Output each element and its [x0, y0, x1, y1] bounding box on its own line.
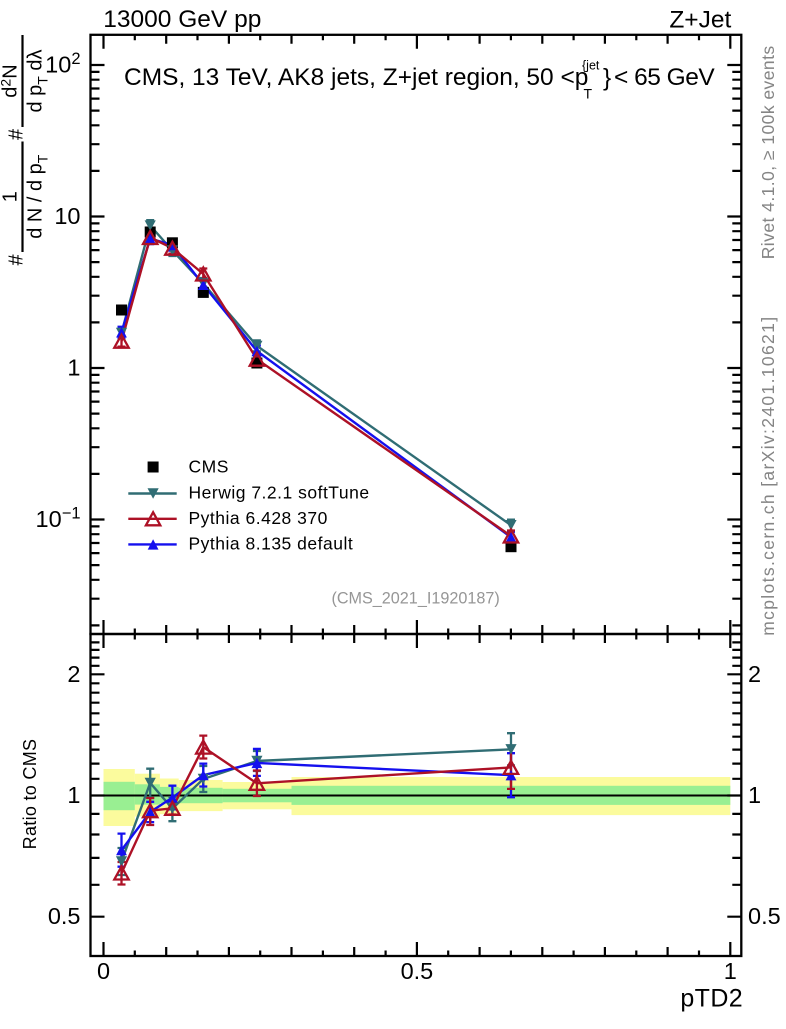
svg-text:102: 102: [45, 50, 80, 78]
svg-text:0.5: 0.5: [48, 903, 81, 929]
svg-text:(CMS_2021_I1920187): (CMS_2021_I1920187): [331, 589, 499, 607]
svg-text:0.5: 0.5: [748, 903, 781, 929]
svg-text:CMS: CMS: [189, 457, 229, 477]
svg-text:pTD2: pTD2: [680, 984, 743, 1012]
svg-text:0.5: 0.5: [401, 958, 434, 984]
svg-text:1: 1: [724, 958, 737, 984]
svg-text:Z+Jet: Z+Jet: [669, 7, 731, 34]
svg-text:1: 1: [67, 355, 80, 381]
svg-text:10−1: 10−1: [36, 505, 81, 533]
svg-text:d N / d pT: d N / d pT: [25, 154, 51, 239]
svg-text:Pythia 6.428 370: Pythia 6.428 370: [189, 508, 328, 528]
svg-text:#: #: [6, 254, 28, 266]
svg-text:1: 1: [0, 191, 22, 202]
svg-text:10: 10: [54, 203, 80, 229]
svg-text:CMS, 13 TeV, AK8 jets, Z+jet r: CMS, 13 TeV, AK8 jets, Z+jet region, 50 …: [124, 59, 715, 102]
svg-text:Herwig 7.2.1 softTune: Herwig 7.2.1 softTune: [189, 482, 370, 502]
svg-text:0: 0: [97, 958, 110, 984]
svg-text:#: #: [6, 128, 28, 140]
svg-text:Ratio to CMS: Ratio to CMS: [20, 739, 40, 850]
svg-text:Pythia 8.135 default: Pythia 8.135 default: [189, 534, 354, 554]
svg-text:Rivet 4.1.0, ≥ 100k events: Rivet 4.1.0, ≥ 100k events: [758, 45, 778, 259]
svg-text:2: 2: [67, 661, 80, 687]
svg-text:2: 2: [748, 661, 761, 687]
svg-text:1: 1: [67, 782, 80, 808]
svg-text:d2N: d2N: [0, 64, 22, 97]
svg-text:1: 1: [748, 782, 761, 808]
svg-text:13000 GeV pp: 13000 GeV pp: [103, 6, 261, 33]
svg-text:mcplots.cern.ch [arXiv:2401.10: mcplots.cern.ch [arXiv:2401.10621]: [758, 316, 778, 636]
